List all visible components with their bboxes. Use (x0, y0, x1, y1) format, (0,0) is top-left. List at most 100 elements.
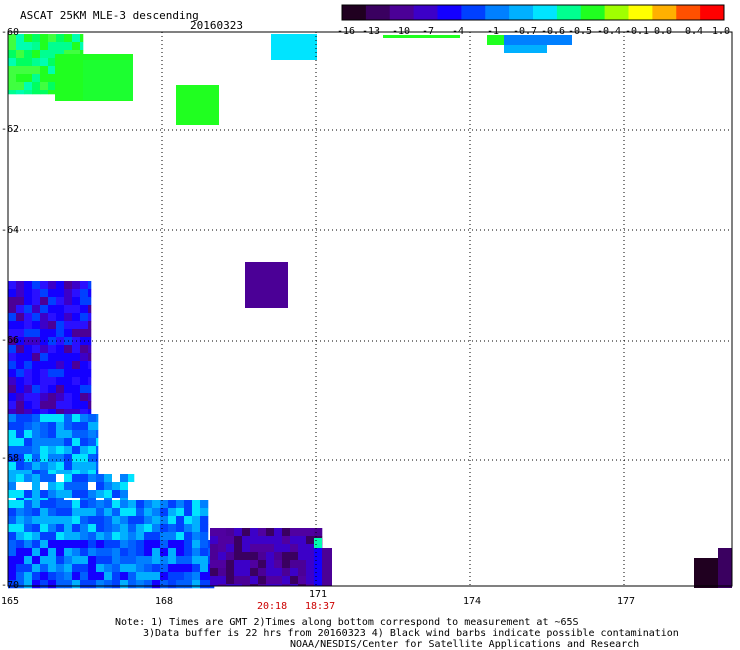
wind-cell (48, 548, 57, 557)
wind-cell (32, 297, 41, 306)
wind-cell (16, 321, 25, 330)
wind-cell (80, 345, 89, 354)
wind-cell (24, 490, 33, 499)
wind-cell (8, 281, 17, 290)
wind-cell (250, 568, 259, 577)
wind-cell (80, 470, 89, 475)
lat-label-66: -66 (1, 335, 20, 346)
wind-cell (266, 552, 275, 561)
wind-cell (694, 558, 718, 588)
wind-cell (64, 540, 73, 549)
wind-cell (40, 82, 49, 91)
wind-cell (112, 500, 121, 509)
wind-cell (226, 560, 235, 569)
wind-cell (48, 361, 57, 370)
wind-cell (24, 361, 33, 370)
wind-cell (120, 500, 129, 509)
wind-cell (8, 313, 17, 322)
wind-cell (56, 490, 65, 499)
wind-cell (88, 548, 97, 557)
wind-cell (242, 544, 251, 553)
wind-cell (64, 422, 73, 431)
wind-cell (136, 548, 145, 557)
wind-cell (16, 345, 25, 354)
wind-cell (64, 305, 73, 314)
wind-cell (290, 560, 299, 569)
wind-cell (383, 35, 460, 38)
wind-cell (16, 438, 25, 447)
wind-cell (32, 281, 41, 290)
wind-cell (48, 74, 57, 83)
wind-cell (64, 572, 73, 581)
wind-cell (32, 564, 41, 573)
wind-cell (48, 556, 57, 565)
wind-cell (16, 490, 25, 499)
colorbar-swatch (461, 5, 486, 20)
wind-cell (104, 532, 113, 541)
wind-cell (104, 540, 113, 549)
wind-cell (88, 289, 92, 298)
wind-cell (8, 516, 17, 525)
wind-cell (56, 409, 65, 415)
wind-cell (274, 568, 283, 577)
colorbar-swatch (676, 5, 701, 20)
wind-cell (226, 536, 235, 545)
wind-cell (152, 516, 161, 525)
wind-cell (88, 508, 97, 517)
colorbar-tick-label: -16 (337, 26, 356, 37)
wind-cell (8, 422, 17, 431)
wind-cell (64, 430, 73, 439)
wind-cell (88, 454, 97, 463)
wind-cell (80, 353, 89, 362)
wind-cell (16, 580, 25, 589)
wind-cell (16, 556, 25, 565)
wind-cell (32, 305, 41, 314)
map-frame (7, 31, 733, 587)
wind-cell (298, 568, 307, 577)
wind-cell (96, 548, 105, 557)
wind-cell (487, 35, 504, 45)
colorbar-frame (341, 4, 725, 21)
wind-cell (24, 297, 33, 306)
wind-cell (16, 385, 25, 394)
wind-cell (96, 430, 99, 439)
wind-cell (88, 462, 97, 471)
wind-cell (306, 552, 315, 561)
lat-label-62: -62 (1, 124, 20, 135)
wind-cell (314, 538, 322, 548)
wind-cell (200, 508, 209, 517)
wind-cell (64, 446, 73, 455)
wind-cell (40, 305, 49, 314)
wind-cell (226, 576, 235, 585)
wind-cell (144, 572, 153, 581)
wind-cell (16, 50, 25, 59)
wind-cell (16, 82, 25, 91)
wind-cell (56, 297, 65, 306)
wind-cell (306, 568, 315, 577)
wind-cell (184, 524, 193, 533)
wind-cell (32, 42, 41, 51)
wind-cell (96, 508, 105, 517)
wind-cell (24, 329, 33, 338)
wind-cell (234, 528, 243, 537)
colorbar-swatch (556, 5, 582, 20)
wind-cell (64, 329, 73, 338)
wind-cell (72, 482, 81, 491)
wind-cell (80, 524, 89, 533)
wind-cell (152, 580, 161, 589)
wind-cell (24, 34, 33, 43)
wind-cell (64, 361, 73, 370)
wind-cell (290, 544, 299, 553)
wind-cell (88, 297, 92, 306)
wind-cell (128, 540, 137, 549)
wind-cell (40, 353, 49, 362)
wind-cell (112, 524, 121, 533)
wind-cell (128, 474, 135, 483)
wind-cell (242, 584, 251, 587)
wind-cell (266, 584, 275, 587)
wind-cell (200, 500, 209, 509)
wind-cell (8, 524, 17, 533)
wind-cell (80, 548, 89, 557)
wind-cell (48, 446, 57, 455)
wind-cell (120, 556, 129, 565)
